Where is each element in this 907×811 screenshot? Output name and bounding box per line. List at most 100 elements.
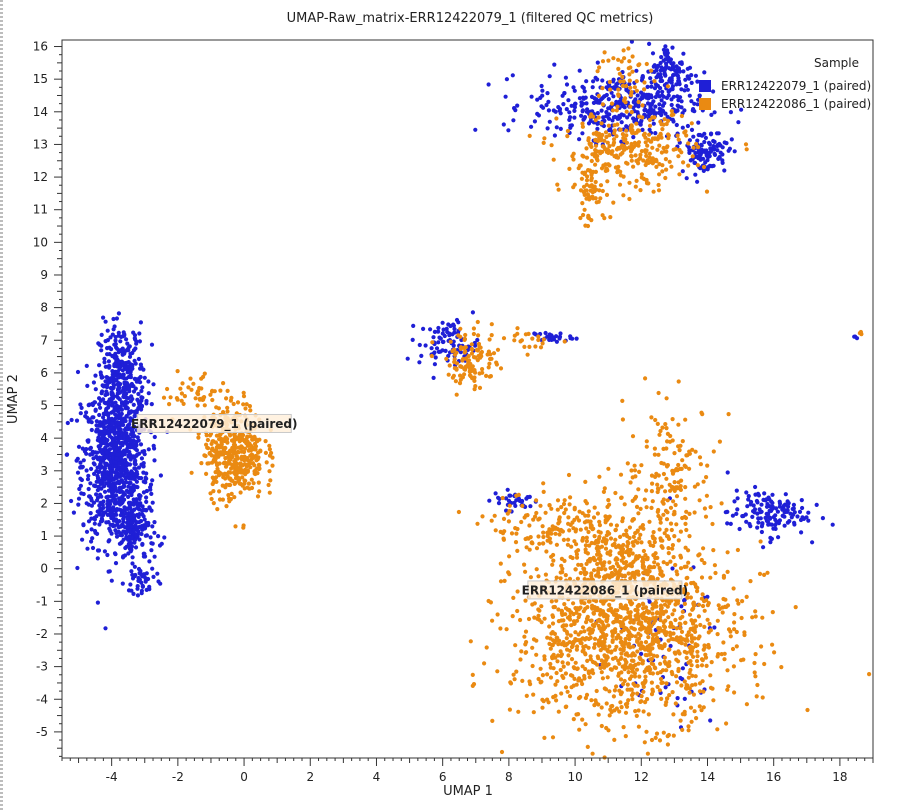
data-point: [618, 605, 623, 610]
data-point: [142, 375, 147, 380]
data-point: [657, 106, 662, 111]
data-point: [152, 530, 157, 535]
data-point: [604, 701, 609, 706]
data-point: [230, 454, 235, 459]
data-point: [90, 536, 95, 541]
data-point: [141, 554, 146, 559]
data-point: [708, 718, 713, 723]
data-point: [678, 718, 683, 723]
data-point: [636, 614, 642, 619]
data-point: [693, 682, 698, 687]
data-point: [108, 335, 113, 340]
data-point: [624, 128, 629, 133]
data-point: [670, 546, 675, 551]
data-point: [678, 635, 683, 640]
data-point: [557, 108, 562, 113]
data-point: [75, 470, 81, 475]
data-point: [93, 373, 98, 378]
data-point: [432, 329, 437, 334]
data-point: [609, 90, 614, 95]
data-point: [97, 412, 102, 418]
data-point: [658, 119, 663, 124]
data-point: [673, 701, 678, 706]
data-point: [666, 536, 672, 542]
data-point: [106, 569, 111, 574]
data-point: [238, 490, 243, 495]
data-point: [799, 530, 804, 535]
data-point: [121, 554, 126, 559]
data-point: [101, 423, 106, 428]
data-point: [688, 644, 694, 649]
data-point: [573, 567, 578, 572]
data-point: [90, 415, 95, 420]
data-point: [627, 180, 632, 185]
data-point: [520, 503, 525, 508]
data-point: [599, 620, 604, 625]
data-point: [652, 136, 658, 141]
data-point: [556, 653, 561, 658]
data-point: [760, 615, 765, 620]
data-point: [564, 82, 570, 87]
data-point: [199, 461, 204, 466]
series-1-points: [64, 39, 860, 730]
data-point: [663, 618, 668, 623]
data-point: [595, 158, 600, 163]
data-point: [621, 627, 627, 633]
data-point: [569, 544, 574, 549]
data-point: [649, 680, 655, 685]
data-point: [549, 642, 555, 648]
data-point: [553, 682, 558, 687]
data-point: [754, 498, 760, 504]
data-point: [636, 708, 641, 713]
data-point: [653, 131, 658, 136]
data-point: [820, 516, 826, 521]
data-point: [270, 463, 275, 468]
data-point: [118, 404, 123, 409]
data-point: [641, 560, 646, 565]
data-point: [152, 446, 157, 451]
data-point: [450, 332, 455, 337]
data-point: [149, 491, 154, 496]
data-point: [604, 85, 609, 90]
data-point: [647, 151, 652, 156]
data-point: [181, 401, 186, 406]
data-point: [675, 572, 680, 577]
data-point: [134, 526, 140, 531]
data-point: [132, 333, 138, 338]
data-point: [228, 482, 233, 488]
data-point: [88, 510, 93, 516]
data-point: [138, 519, 144, 524]
data-point: [728, 634, 733, 639]
data-point: [605, 179, 610, 184]
data-point: [705, 463, 710, 468]
data-point: [133, 346, 138, 351]
data-point: [814, 502, 819, 507]
data-point: [663, 489, 668, 494]
data-point: [105, 352, 110, 357]
data-point: [601, 659, 606, 664]
data-point: [698, 462, 704, 467]
data-point: [614, 635, 619, 641]
data-point: [661, 501, 666, 506]
data-point: [526, 616, 532, 622]
data-point: [742, 632, 747, 638]
data-point: [705, 594, 710, 600]
data-point: [103, 364, 108, 369]
data-point: [593, 118, 598, 123]
data-point: [633, 474, 638, 479]
data-point: [744, 702, 750, 707]
data-point: [470, 683, 475, 689]
data-point: [159, 541, 164, 546]
data-point: [693, 642, 698, 647]
data-point: [226, 493, 231, 498]
data-point: [691, 145, 696, 150]
data-point: [599, 670, 604, 675]
data-point: [602, 686, 607, 691]
data-point: [506, 498, 512, 503]
data-point: [116, 500, 121, 505]
data-point: [643, 640, 649, 645]
data-point: [245, 468, 250, 473]
data-point: [684, 655, 689, 661]
data-point: [640, 564, 645, 569]
data-point: [675, 696, 680, 701]
